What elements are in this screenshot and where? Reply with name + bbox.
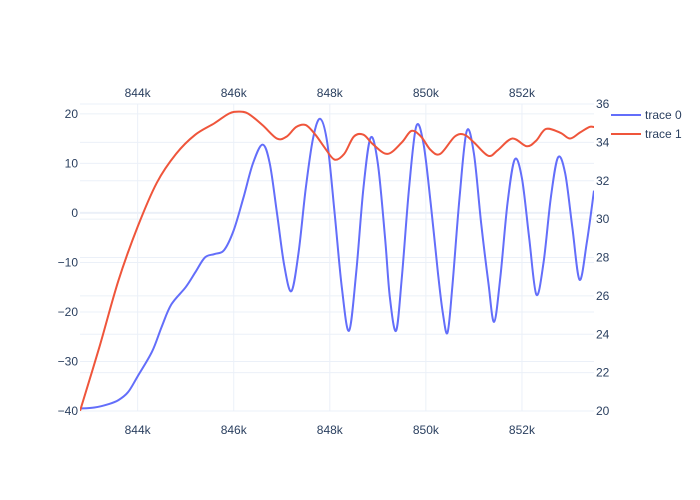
y-right-tick-label: 22 [596, 366, 610, 380]
y-right-tick-label: 24 [596, 327, 610, 341]
legend[interactable]: trace 0 trace 1 [611, 108, 682, 141]
series-line-trace-0 [80, 117, 594, 410]
y-right-tick-label: 32 [596, 174, 610, 188]
y-right-tick-label: 36 [596, 97, 610, 111]
y-left-tick-label: 0 [71, 206, 78, 220]
axes: 844k 844k 846k 846k 848k 848k 850k 850k 852k 852k… [58, 86, 610, 437]
x-tick-label-bottom: 844k [125, 423, 152, 437]
x-tick-label-bottom: 852k [509, 423, 536, 437]
y-right-tick-label: 28 [596, 251, 610, 265]
x-tick-label-top: 850k [413, 86, 440, 100]
legend-label: trace 0 [645, 108, 682, 122]
x-tick-label-top: 844k [125, 86, 152, 100]
y-left-tick-label: −10 [58, 255, 79, 269]
x-tick-label-bottom: 846k [221, 423, 248, 437]
x-tick-label-bottom: 848k [317, 423, 344, 437]
y-right-tick-label: 20 [596, 404, 610, 418]
x-tick-label-top: 848k [317, 86, 344, 100]
y-left-tick-label: −30 [58, 354, 79, 368]
y-left-tick-label: 20 [65, 107, 79, 121]
y-right-tick-label: 26 [596, 289, 610, 303]
y-right-tick-label: 30 [596, 212, 610, 226]
x-tick-label-bottom: 850k [413, 423, 440, 437]
grid [80, 103, 594, 412]
legend-item-trace-0[interactable]: trace 0 [611, 108, 682, 122]
y-right-tick-label: 34 [596, 135, 610, 149]
x-tick-label-top: 852k [509, 86, 536, 100]
y-left-tick-label: −20 [58, 305, 79, 319]
legend-label: trace 1 [645, 127, 682, 141]
x-tick-label-top: 846k [221, 86, 248, 100]
y-left-tick-label: 10 [65, 156, 79, 170]
series-line-trace-1 [80, 110, 594, 411]
legend-item-trace-1[interactable]: trace 1 [611, 127, 682, 141]
y-left-tick-label: −40 [58, 404, 79, 418]
plot-area [80, 110, 594, 411]
